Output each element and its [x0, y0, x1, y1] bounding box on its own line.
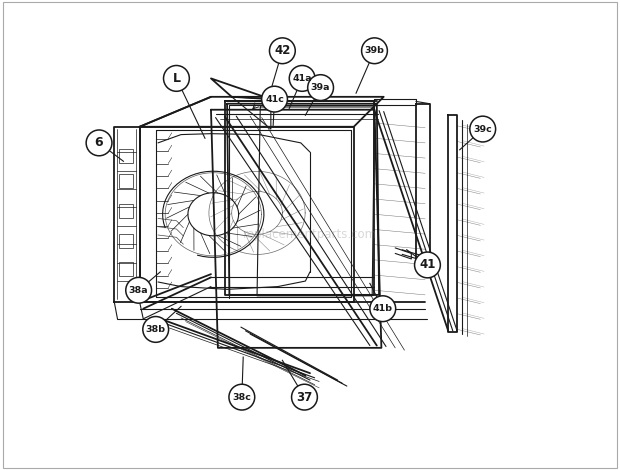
- Text: 6: 6: [95, 136, 104, 149]
- Text: 39a: 39a: [311, 83, 330, 92]
- Text: 41: 41: [419, 258, 436, 272]
- Text: L: L: [172, 72, 180, 85]
- Text: 41a: 41a: [293, 74, 312, 83]
- Bar: [119, 262, 133, 275]
- Circle shape: [270, 38, 295, 63]
- Bar: [119, 174, 133, 188]
- Text: 42: 42: [274, 44, 291, 57]
- Circle shape: [86, 130, 112, 156]
- Text: 38c: 38c: [232, 392, 251, 402]
- Circle shape: [291, 384, 317, 410]
- Bar: [119, 204, 133, 218]
- Text: 39b: 39b: [365, 46, 384, 55]
- Text: replacementparts.com: replacementparts.com: [243, 228, 377, 242]
- Circle shape: [415, 252, 440, 278]
- Text: 41b: 41b: [373, 304, 393, 313]
- Circle shape: [229, 384, 255, 410]
- Text: 37: 37: [296, 391, 312, 404]
- Text: 38a: 38a: [129, 286, 148, 295]
- Circle shape: [290, 65, 315, 91]
- Circle shape: [126, 277, 151, 303]
- Text: 41c: 41c: [265, 94, 284, 103]
- Circle shape: [308, 75, 334, 101]
- Bar: [119, 149, 133, 163]
- Circle shape: [143, 316, 169, 342]
- Circle shape: [470, 116, 495, 142]
- Bar: [119, 234, 133, 248]
- Circle shape: [370, 296, 396, 321]
- Text: 38b: 38b: [146, 325, 166, 334]
- Text: 39c: 39c: [473, 125, 492, 133]
- Circle shape: [262, 86, 288, 112]
- Circle shape: [164, 65, 189, 91]
- Circle shape: [361, 38, 388, 63]
